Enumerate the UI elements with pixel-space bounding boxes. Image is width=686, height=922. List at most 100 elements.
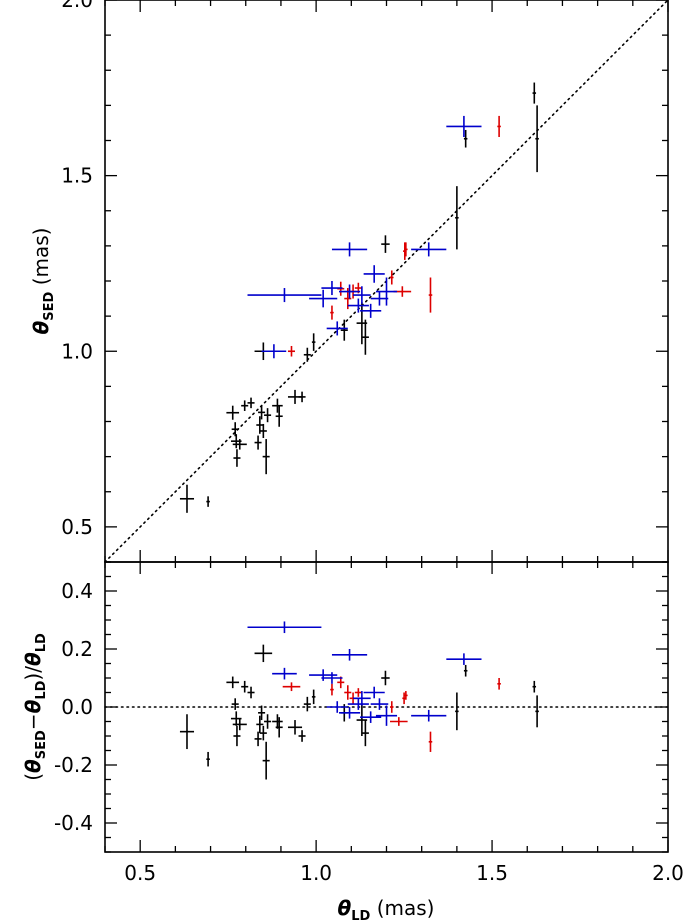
red-error-bar-point <box>404 242 408 257</box>
black-error-bar-point <box>254 435 262 450</box>
black-error-bar-point <box>179 714 195 750</box>
red-error-bar-point <box>330 683 334 696</box>
black-error-bar-point <box>232 718 247 731</box>
blue-error-bar-point <box>370 291 389 306</box>
top-y-axis-title: θSED (mas) <box>29 228 57 335</box>
blue-error-bar-point <box>353 286 371 304</box>
blue-error-bar-point <box>326 321 348 336</box>
blue-error-bar-point <box>321 281 343 296</box>
blue-error-bar-point <box>411 242 447 257</box>
black-error-bar-point <box>264 714 272 729</box>
red-error-bar-point <box>404 691 408 700</box>
black-error-bar-point <box>241 400 249 411</box>
blue-error-bar-point <box>261 344 287 359</box>
black-error-bar-point <box>303 347 311 362</box>
black-error-bar-point <box>259 725 267 741</box>
blue-error-bar-point <box>331 242 368 257</box>
black-error-bar-point <box>340 319 348 341</box>
bottom-y-axis-title: (θSED−θLD)/θLD <box>21 633 49 781</box>
red-error-bar-point <box>390 270 394 285</box>
blue-error-bar-point <box>347 698 369 710</box>
black-error-bar-point <box>463 664 468 677</box>
black-error-bar-point <box>254 731 262 747</box>
black-error-bar-point <box>455 186 459 250</box>
blue-error-bar-point <box>321 672 343 684</box>
x-tick-label: 0.5 <box>124 861 156 885</box>
red-error-bar-point <box>287 345 296 357</box>
black-error-bar-point <box>231 422 239 437</box>
black-error-bar-point <box>272 398 283 413</box>
black-error-bar-point <box>247 686 255 699</box>
black-error-bar-point <box>232 439 247 450</box>
y-tick-label: -0.4 <box>54 811 93 835</box>
y-tick-label: 1.5 <box>61 164 93 188</box>
x-tick-label: 1.0 <box>300 861 332 885</box>
black-error-bar-point <box>311 333 316 351</box>
black-error-bar-point <box>303 696 311 712</box>
black-error-bar-point <box>254 644 273 663</box>
blue-error-bar-point <box>353 691 371 706</box>
black-error-bar-point <box>226 676 240 689</box>
red-error-bar-point <box>497 115 501 137</box>
black-error-bar-point <box>206 496 210 507</box>
blue-error-bar-point <box>272 667 297 680</box>
black-error-bar-point <box>532 82 537 104</box>
blue-error-bar-point <box>363 686 385 699</box>
blue-error-bar-point <box>326 701 348 713</box>
black-error-bar-point <box>262 439 270 475</box>
blue-error-bar-point <box>247 288 322 303</box>
blue-error-bar-point <box>247 621 322 634</box>
x-tick-label: 1.5 <box>476 861 508 885</box>
black-error-bar-point <box>258 405 266 420</box>
y-tick-label: 0.0 <box>61 695 93 719</box>
y-tick-label: 0.5 <box>61 515 93 539</box>
red-error-bar-point <box>390 717 408 726</box>
y-tick-label: -0.2 <box>54 753 93 777</box>
black-error-bar-point <box>179 484 195 513</box>
black-error-bar-point <box>298 391 306 403</box>
black-error-bar-point <box>381 670 390 686</box>
black-error-bar-point <box>259 423 267 439</box>
blue-error-bar-point <box>309 289 338 308</box>
black-error-bar-point <box>272 714 283 729</box>
black-error-bar-point <box>226 405 240 420</box>
red-error-bar-point <box>390 701 394 713</box>
black-error-bar-point <box>241 680 249 693</box>
red-error-bar-point <box>344 685 352 700</box>
blue-error-bar-point <box>446 653 482 665</box>
blue-error-bar-point <box>375 277 398 306</box>
black-error-bar-point <box>535 105 539 173</box>
black-error-bar-point <box>262 741 270 780</box>
black-error-bar-point <box>298 730 306 742</box>
black-error-bar-point <box>233 725 241 747</box>
black-error-bar-point <box>463 129 468 148</box>
black-error-bar-point <box>256 715 264 734</box>
y-tick-label: 0.4 <box>61 579 93 603</box>
black-error-bar-point <box>455 692 459 731</box>
blue-error-bar-point <box>375 705 398 726</box>
red-error-bar-point <box>497 678 501 690</box>
blue-error-bar-point <box>363 265 385 283</box>
black-error-bar-point <box>287 720 303 735</box>
black-error-bar-point <box>381 235 390 253</box>
red-error-bar-point <box>428 277 433 313</box>
blue-error-bar-point <box>411 709 447 722</box>
x-axis-title: θLD (mas) <box>338 896 435 922</box>
blue-error-bar-point <box>360 303 382 318</box>
black-error-bar-point <box>361 319 369 355</box>
red-error-bar-point <box>354 688 362 697</box>
black-error-bar-point <box>275 405 283 427</box>
black-error-bar-point <box>532 680 537 693</box>
black-error-bar-point <box>535 695 539 728</box>
black-error-bar-point <box>247 397 255 409</box>
red-error-bar-point <box>428 731 433 752</box>
blue-error-bar-point <box>338 707 361 719</box>
blue-error-bar-point <box>347 298 369 313</box>
y-tick-label: 0.2 <box>61 637 93 661</box>
x-tick-label: 2.0 <box>652 861 684 885</box>
black-error-bar-point <box>258 705 266 721</box>
black-error-bar-point <box>311 689 316 705</box>
y-tick-label: 2.0 <box>61 0 93 12</box>
black-error-bar-point <box>275 717 283 738</box>
